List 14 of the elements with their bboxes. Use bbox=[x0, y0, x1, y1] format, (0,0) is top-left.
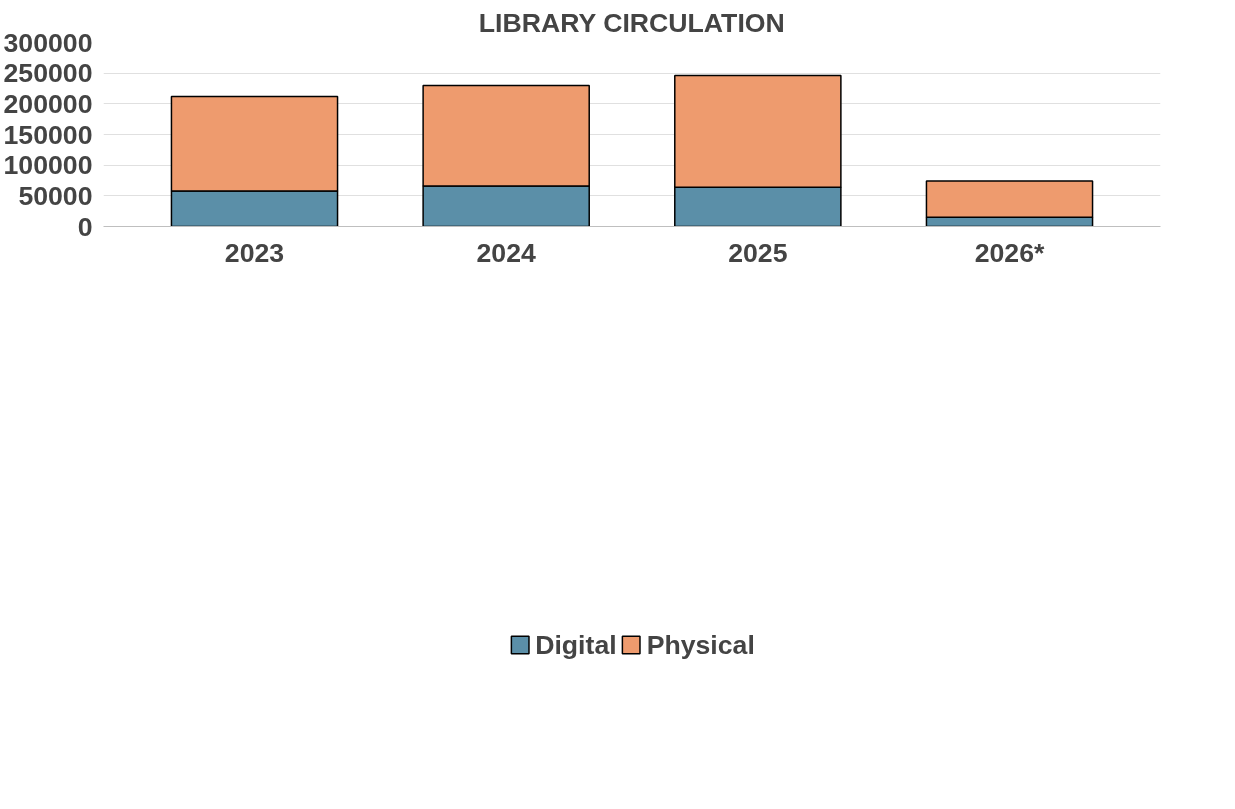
legend-label: Physical bbox=[646, 629, 755, 661]
y-tick-label: 200000 bbox=[3, 88, 93, 119]
y-tick-label: 0 bbox=[77, 211, 93, 242]
y-tick-label: 300000 bbox=[3, 27, 93, 58]
chart-title: LIBRARY CIRCULATION bbox=[478, 7, 785, 38]
y-tick-label: 250000 bbox=[3, 58, 93, 89]
y-tick-label: 50000 bbox=[18, 180, 93, 211]
x-tick-label: 2023 bbox=[224, 237, 285, 268]
y-tick-label: 100000 bbox=[3, 150, 93, 181]
x-tick-label: 2025 bbox=[728, 237, 788, 268]
x-tick-label: 2026* bbox=[974, 237, 1045, 268]
legend-label: Digital bbox=[535, 629, 617, 661]
x-tick-label: 2024 bbox=[476, 237, 536, 268]
y-tick-label: 150000 bbox=[3, 119, 93, 150]
